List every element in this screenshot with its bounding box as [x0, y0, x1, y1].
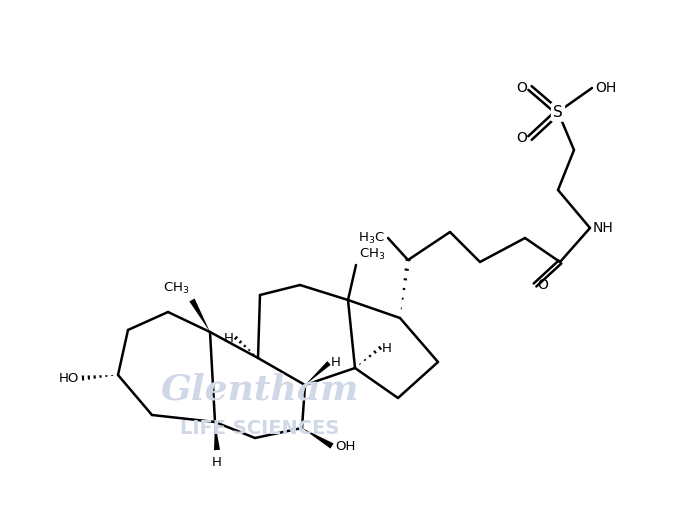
- Text: CH$_3$: CH$_3$: [359, 247, 386, 262]
- Text: HO: HO: [58, 371, 79, 384]
- Polygon shape: [302, 428, 333, 449]
- Text: H: H: [224, 332, 234, 345]
- Text: S: S: [553, 105, 563, 120]
- Text: LIFE SCIENCES: LIFE SCIENCES: [180, 419, 340, 437]
- Text: O: O: [516, 131, 527, 145]
- Text: H: H: [212, 456, 222, 469]
- Text: NH: NH: [593, 221, 614, 235]
- Text: CH$_3$: CH$_3$: [163, 281, 189, 296]
- Text: OH: OH: [595, 81, 616, 95]
- Text: H: H: [382, 342, 392, 355]
- Text: H$_3$C: H$_3$C: [358, 230, 385, 245]
- Text: O: O: [537, 278, 548, 292]
- Text: OH: OH: [335, 439, 356, 452]
- Polygon shape: [189, 298, 210, 332]
- Text: O: O: [516, 81, 527, 95]
- Text: Glentham: Glentham: [161, 373, 359, 407]
- Polygon shape: [214, 422, 220, 450]
- Polygon shape: [305, 361, 331, 385]
- Text: H: H: [331, 357, 341, 370]
